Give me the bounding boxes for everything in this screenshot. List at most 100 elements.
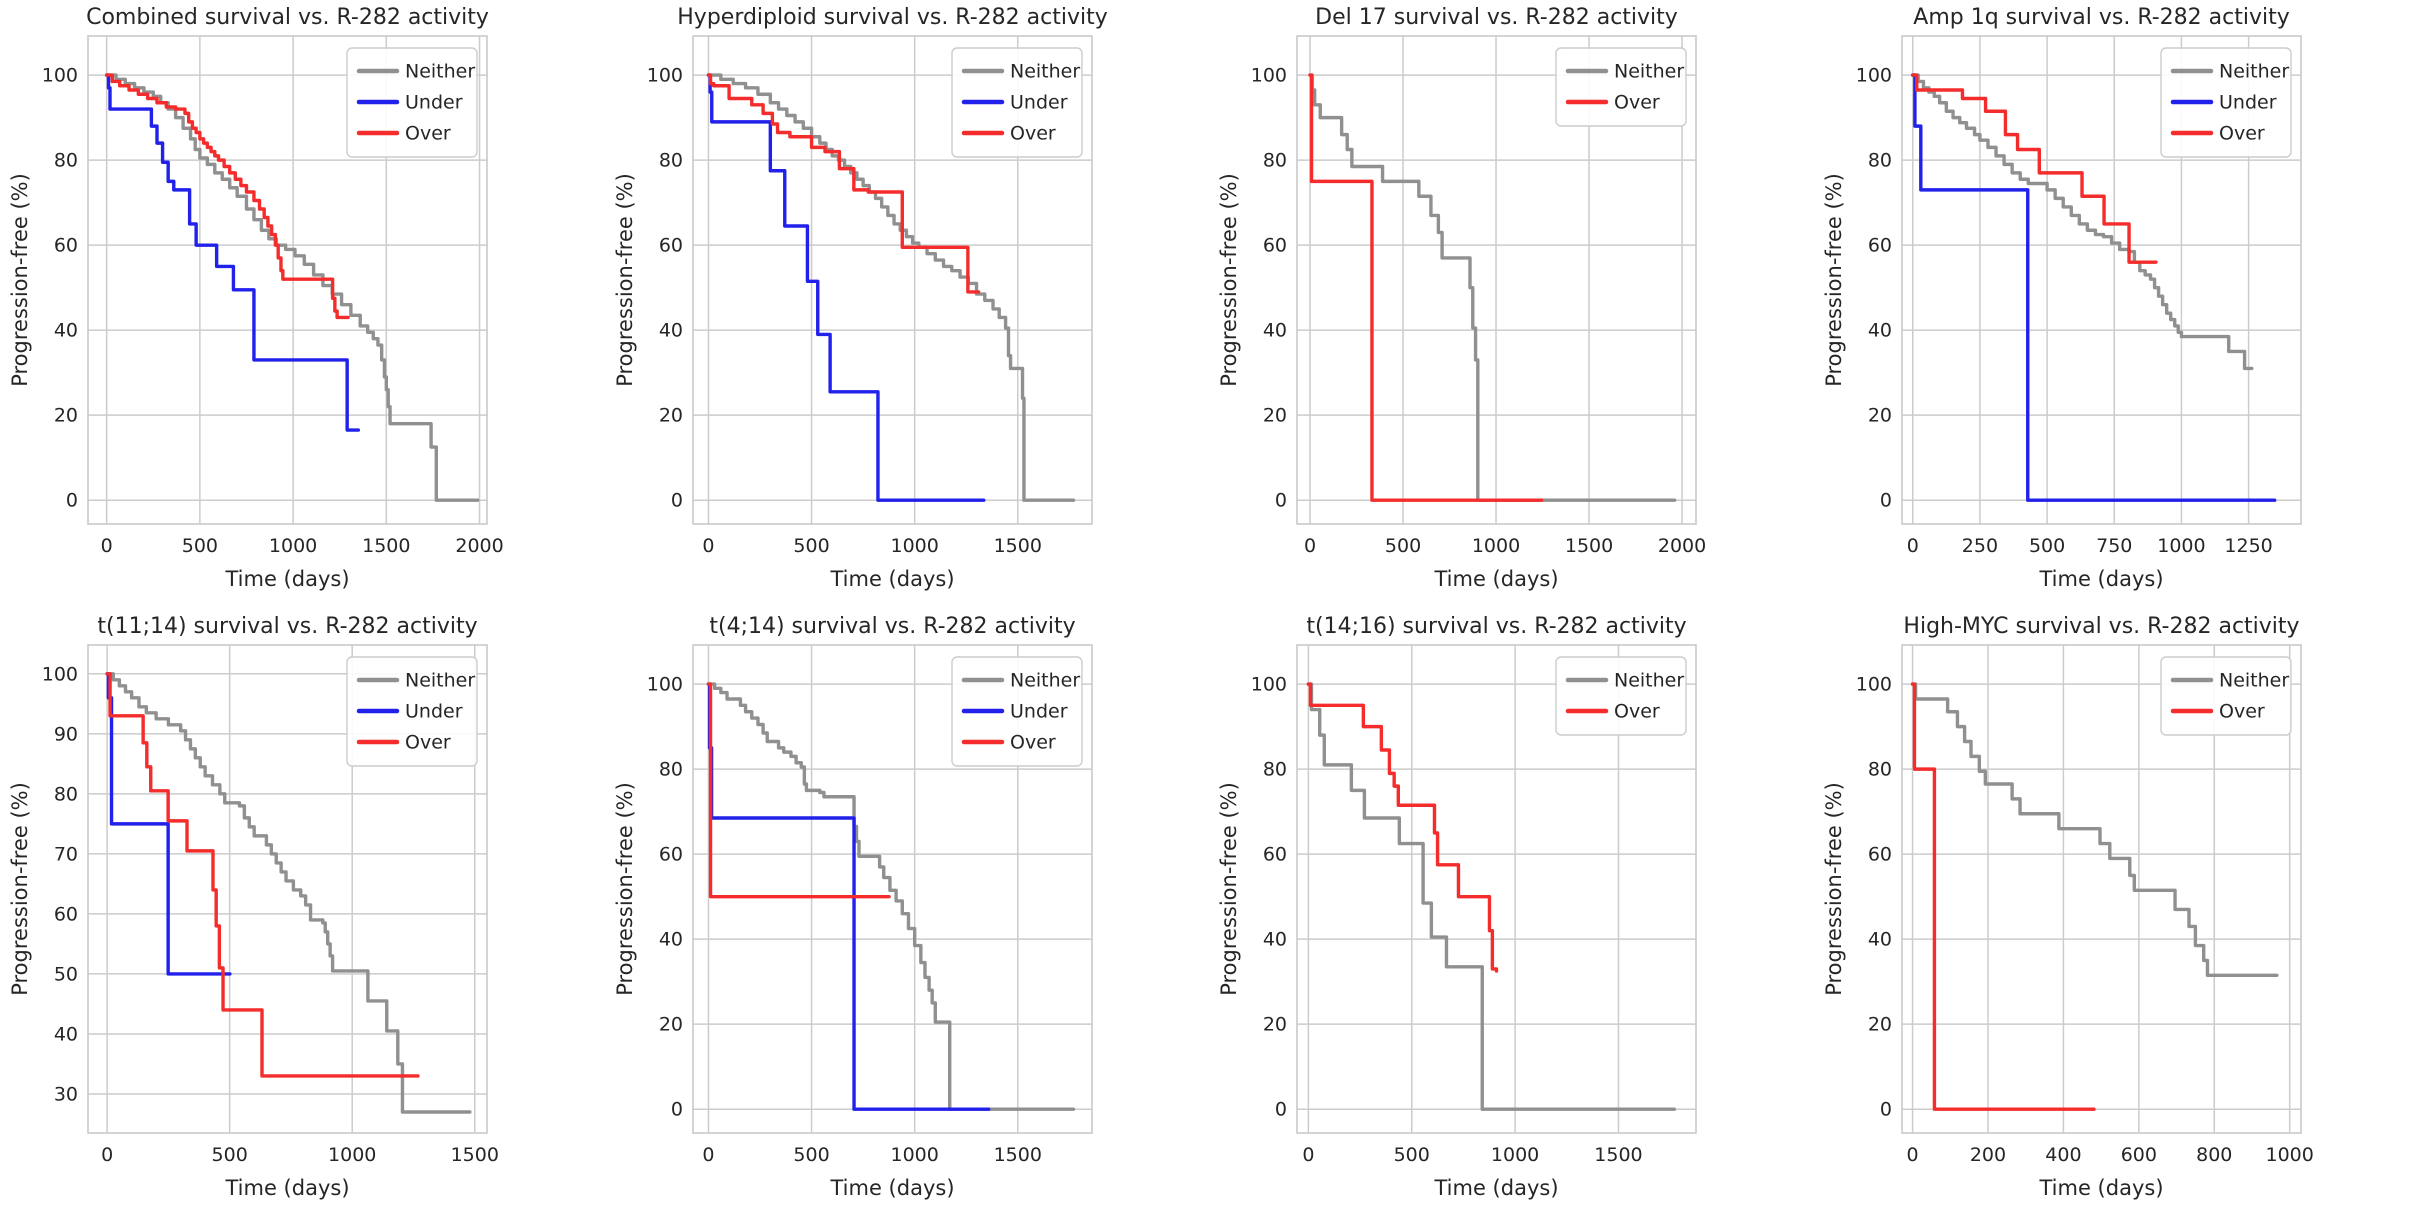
y-tick-label: 20 [54, 405, 78, 427]
x-axis-label: Time (days) [829, 567, 954, 591]
y-axis-label: Progression-free (%) [1217, 782, 1241, 996]
legend-label-under: Under [1010, 92, 1068, 114]
x-axis-label: Time (days) [2038, 567, 2163, 591]
y-tick-label: 80 [658, 759, 682, 781]
y-tick-label: 30 [54, 1083, 78, 1105]
y-tick-label: 80 [658, 150, 682, 172]
x-tick-label: 0 [101, 535, 113, 557]
y-tick-label: 60 [1867, 844, 1891, 866]
legend-label-neither: Neither [1010, 670, 1080, 692]
plot-hyperdiploid: Hyperdiploid survival vs. R-282 activity… [605, 0, 1210, 609]
plot-high-myc: High-MYC survival vs. R-282 activityTime… [1814, 609, 2418, 1218]
legend-label-over: Over [1010, 732, 1056, 754]
x-tick-label: 1250 [2224, 535, 2272, 557]
x-tick-label: 600 [2120, 1144, 2156, 1166]
plot-amp1q: Amp 1q survival vs. R-282 activity Time (… [1814, 0, 2418, 609]
x-tick-label: 1000 [1491, 1144, 1539, 1166]
plot-title: Combined survival vs. R-282 activity [86, 5, 489, 30]
x-tick-label: 0 [1906, 535, 1918, 557]
x-tick-label: 1500 [993, 1144, 1041, 1166]
legend-label-neither: Neither [1614, 61, 1684, 83]
x-tick-label: 1000 [2265, 1144, 2313, 1166]
y-tick-label: 60 [54, 903, 78, 925]
y-axis-label: Progression-free (%) [613, 782, 637, 996]
legend: Neither Over [1556, 48, 1686, 126]
y-tick-label: 100 [1251, 65, 1287, 87]
x-tick-label: 2000 [455, 535, 503, 557]
y-tick-label: 40 [54, 320, 78, 342]
x-tick-label: 1000 [890, 535, 938, 557]
x-tick-label: 0 [101, 1144, 113, 1166]
x-tick-label: 0 [702, 535, 714, 557]
legend-label-neither: Neither [1010, 61, 1080, 83]
y-tick-label: 40 [658, 929, 682, 951]
y-tick-label: 40 [1263, 929, 1287, 951]
x-tick-label: 500 [793, 1144, 829, 1166]
panel-hyperdiploid: Hyperdiploid survival vs. R-282 activity… [605, 0, 1210, 609]
legend-label-over: Over [1010, 123, 1056, 145]
y-axis-label: Progression-free (%) [613, 173, 637, 387]
x-tick-label: 500 [793, 535, 829, 557]
legend-label-over: Over [405, 123, 451, 145]
legend-label-neither: Neither [2219, 61, 2289, 83]
y-tick-label: 70 [54, 843, 78, 865]
x-tick-label: 500 [1385, 535, 1421, 557]
plot-combined: Combined survival vs. R-282 activityTime… [0, 0, 605, 609]
y-tick-label: 0 [1879, 1099, 1891, 1121]
x-tick-label: 500 [212, 1144, 248, 1166]
y-tick-label: 40 [1867, 320, 1891, 342]
y-tick-label: 80 [1263, 759, 1287, 781]
y-tick-label: 60 [658, 235, 682, 257]
x-tick-label: 0 [1302, 1144, 1314, 1166]
x-tick-label: 2000 [1658, 535, 1706, 557]
x-tick-label: 0 [1304, 535, 1316, 557]
legend-label-neither: Neither [2219, 670, 2289, 692]
x-tick-label: 0 [702, 1144, 714, 1166]
plot-title: Amp 1q survival vs. R-282 activity [1913, 5, 2289, 30]
y-tick-label: 60 [1263, 844, 1287, 866]
x-axis-label: Time (days) [829, 1176, 954, 1200]
x-tick-label: 500 [2028, 535, 2064, 557]
panel-amp1q: Amp 1q survival vs. R-282 activity Time (… [1814, 0, 2418, 609]
x-tick-label: 1500 [993, 535, 1041, 557]
plot-title: Hyperdiploid survival vs. R-282 activity [677, 5, 1107, 30]
y-tick-label: 60 [54, 235, 78, 257]
legend-label-over: Over [1614, 701, 1660, 723]
y-tick-label: 80 [1263, 150, 1287, 172]
y-tick-label: 100 [1251, 674, 1287, 696]
x-tick-label: 750 [2096, 535, 2132, 557]
x-axis-label: Time (days) [2038, 1176, 2163, 1200]
legend-label-neither: Neither [405, 670, 475, 692]
x-tick-label: 1000 [269, 535, 317, 557]
legend-label-over: Over [1614, 92, 1660, 114]
y-tick-label: 0 [670, 490, 682, 512]
x-tick-label: 1500 [362, 535, 410, 557]
legend-label-neither: Neither [1614, 670, 1684, 692]
x-tick-label: 200 [1969, 1144, 2005, 1166]
y-axis-label: Progression-free (%) [1217, 173, 1241, 387]
y-tick-label: 20 [1867, 405, 1891, 427]
y-tick-label: 40 [1867, 929, 1891, 951]
y-tick-label: 0 [66, 490, 78, 512]
legend-label-over: Over [405, 732, 451, 754]
plot-title: t(14;16) survival vs. R-282 activity [1306, 614, 1686, 639]
x-tick-label: 1500 [1594, 1144, 1642, 1166]
x-tick-label: 400 [2045, 1144, 2081, 1166]
y-tick-label: 60 [1867, 235, 1891, 257]
y-tick-label: 40 [1263, 320, 1287, 342]
y-tick-label: 50 [54, 963, 78, 985]
y-axis-label: Progression-free (%) [8, 173, 32, 387]
y-tick-label: 0 [1275, 490, 1287, 512]
x-axis-label: Time (days) [224, 1176, 349, 1200]
x-tick-label: 250 [1961, 535, 1997, 557]
y-tick-label: 20 [658, 1014, 682, 1036]
